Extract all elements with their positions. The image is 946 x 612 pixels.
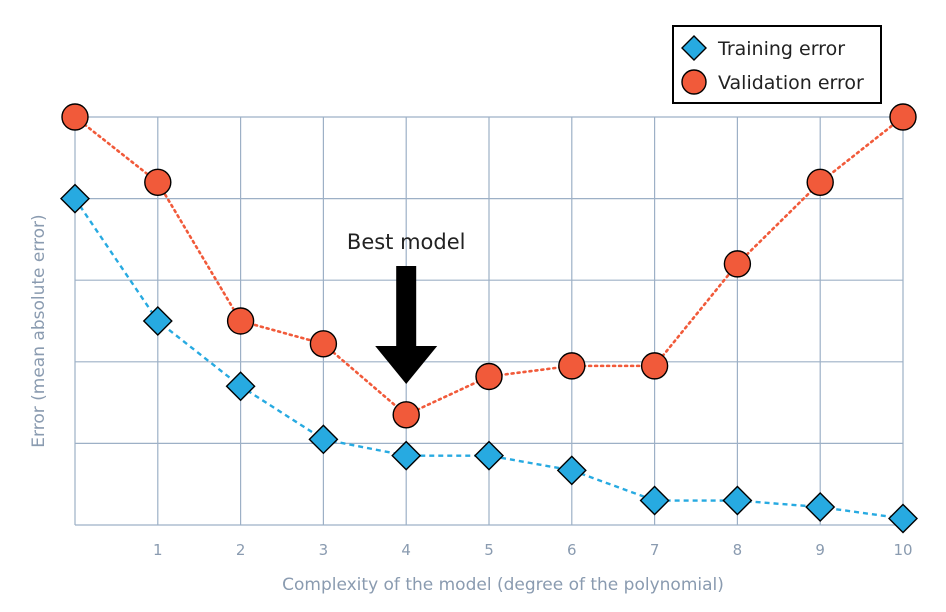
validation-error-point	[144, 168, 172, 196]
series-line-training	[74, 197, 904, 520]
x-tick-label: 6	[567, 541, 577, 559]
series-markers	[60, 103, 918, 534]
legend: Training error Validation error	[672, 25, 882, 104]
x-tick-label: 8	[733, 541, 743, 559]
legend-label: Training error	[717, 38, 845, 60]
validation-error-point	[392, 401, 420, 429]
training-error-point	[474, 440, 504, 471]
validation-error-point	[309, 330, 338, 358]
legend-box	[672, 25, 882, 104]
validation-error-point	[226, 307, 255, 335]
x-tick-label: 4	[401, 541, 411, 559]
x-tick-label: 5	[484, 541, 494, 559]
legend-label: Validation error	[718, 72, 864, 94]
x-tick-labels: 1 2 3 4 5 6 7 8 9 10	[153, 541, 913, 559]
best-model-arrow	[375, 266, 438, 384]
training-error-point	[60, 183, 90, 214]
best-model-label: Best model	[347, 230, 466, 254]
x-tick-label: 7	[650, 541, 660, 559]
x-tick-label: 10	[893, 541, 912, 559]
legend-training-marker	[681, 35, 707, 61]
training-error-point	[805, 492, 836, 523]
x-tick-label: 1	[153, 541, 163, 559]
x-tick-label: 3	[319, 541, 329, 559]
validation-error-point	[889, 103, 917, 131]
validation-error-point	[723, 250, 752, 278]
training-error-point	[225, 371, 256, 402]
training-error-point	[308, 424, 339, 455]
validation-error-point	[61, 103, 89, 131]
annotation: Best model	[347, 230, 466, 384]
validation-error-point	[640, 352, 669, 380]
legend-validation-marker	[681, 69, 707, 95]
validation-error-point	[806, 168, 834, 196]
x-axis-label: Complexity of the model (degree of the p…	[282, 575, 724, 595]
training-error-point	[142, 306, 173, 336]
training-error-point	[722, 485, 753, 516]
training-error-point	[888, 503, 918, 534]
x-tick-label: 9	[815, 541, 825, 559]
training-error-point	[556, 455, 587, 486]
validation-error-point	[475, 362, 503, 391]
x-tick-label: 2	[236, 541, 246, 559]
training-error-point	[391, 440, 422, 471]
training-error-point	[639, 485, 670, 516]
validation-error-point	[558, 352, 586, 380]
y-axis-label: Error (mean absolute error)	[29, 214, 49, 447]
